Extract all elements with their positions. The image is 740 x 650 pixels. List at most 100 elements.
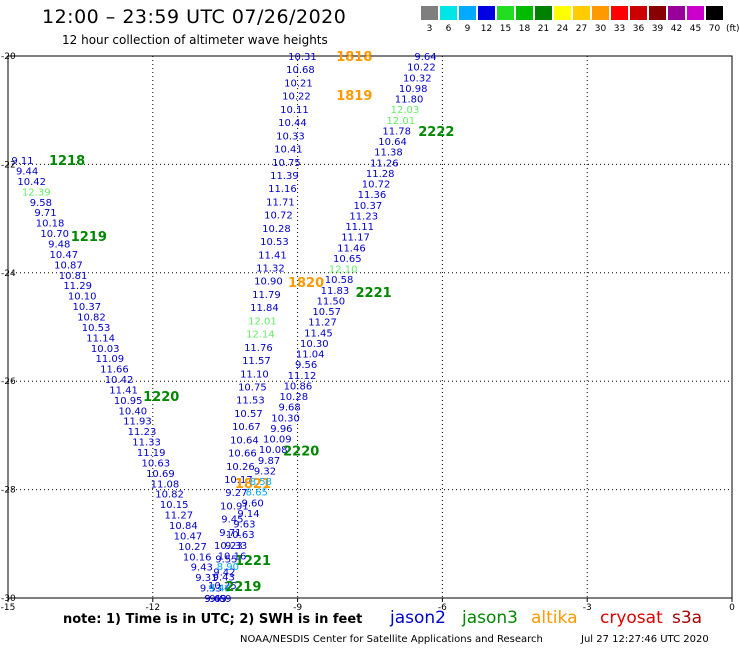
pass-time-label: 2222 — [418, 125, 454, 140]
wave-height-point: 11.26 — [370, 158, 399, 169]
chart-subtitle: 12 hour collection of altimeter wave hei… — [62, 33, 328, 47]
wave-height-point: 11.27 — [308, 318, 337, 329]
wave-height-point: 11.39 — [270, 171, 299, 182]
wave-height-point: 10.15 — [160, 500, 189, 511]
wave-height-point: 10.82 — [155, 490, 184, 501]
wave-height-point: 10.84 — [169, 521, 198, 532]
plot-frame — [7, 55, 733, 599]
pass-time-label: 2221 — [356, 286, 392, 301]
wave-height-point: 9.71 — [219, 528, 241, 539]
chart-title: 12:00 – 23:59 UTC 07/26/2020 — [42, 6, 347, 28]
wave-height-point: 10.31 — [288, 52, 317, 63]
wave-height-point: 10.44 — [278, 118, 307, 129]
wave-height-point: 11.10 — [240, 369, 269, 380]
wave-height-point: 10.91 — [220, 501, 249, 512]
wave-height-point: 10.21 — [284, 78, 313, 89]
wave-height-point: 8.65 — [246, 488, 268, 499]
y-tick-label: -30 — [1, 594, 16, 604]
wave-height-point: 10.32 — [403, 73, 432, 84]
wave-height-point: 10.16 — [218, 551, 247, 562]
wave-height-point: 10.86 — [284, 381, 313, 392]
wave-height-point: 11.32 — [256, 264, 285, 275]
legend-swatch — [497, 6, 514, 20]
wave-height-point: 11.14 — [86, 333, 115, 344]
wave-height-point: 11.71 — [266, 197, 295, 208]
wave-height-point: 10.08 — [259, 445, 288, 456]
wave-height-point: 11.23 — [128, 427, 157, 438]
legend-swatch — [668, 6, 685, 20]
wave-height-point: 11.29 — [63, 281, 92, 292]
y-tick-label: -28 — [1, 486, 16, 496]
pass-time-label: 1818 — [336, 50, 372, 65]
legend-label: 3 — [426, 24, 433, 34]
wave-height-point: 9.64 — [414, 52, 436, 63]
legend-label: 12 — [480, 24, 493, 34]
wave-height-point: 9.32 — [254, 466, 276, 477]
legend-swatch — [516, 6, 533, 20]
legend-label: 21 — [537, 24, 550, 34]
pass-time-label: 2220 — [283, 445, 319, 460]
wave-height-point: 9.43 — [191, 563, 213, 574]
wave-height-point: 10.72 — [362, 180, 391, 191]
legend-label: 42 — [670, 24, 683, 34]
wave-height-point: 9.14 — [237, 509, 259, 520]
wave-height-point: 10.18 — [36, 219, 65, 230]
wave-height-point: 11.33 — [132, 438, 161, 449]
wave-height-point: 10.40 — [118, 406, 147, 417]
wave-height-point: 10.41 — [274, 145, 303, 156]
wave-height-point: 11.45 — [304, 328, 333, 339]
legend-swatch — [440, 6, 457, 20]
wave-height-point: 9.60 — [241, 498, 263, 509]
wave-height-point: 10.03 — [91, 344, 120, 355]
wave-height-point: 11.80 — [395, 95, 424, 106]
wave-height-point: 9.69 — [209, 594, 231, 605]
wave-height-point: 11.11 — [345, 222, 374, 233]
wave-height-point: 10.67 — [232, 422, 261, 433]
wave-height-point: 8.58 — [250, 477, 272, 488]
legend-swatch — [421, 6, 438, 20]
wave-height-point: 11.19 — [137, 448, 166, 459]
wave-height-point: 10.69 — [146, 469, 175, 480]
wave-height-point: 10.37 — [73, 302, 102, 313]
wave-height-point: 10.26 — [226, 462, 255, 473]
wave-height-point: 11.84 — [250, 303, 279, 314]
legend-label: 33 — [613, 24, 626, 34]
wave-height-point: 10.42 — [17, 177, 46, 188]
legend-swatch — [592, 6, 609, 20]
legend-label: 9 — [464, 24, 471, 34]
x-tick-label: -12 — [145, 603, 160, 613]
wave-height-point: 12.14 — [246, 330, 275, 341]
wave-height-point: 10.22 — [282, 92, 311, 103]
wave-height-point: 11.76 — [244, 343, 273, 354]
wave-height-point: 9.48 — [209, 583, 231, 594]
wave-height-point: 10.22 — [407, 63, 436, 74]
wave-height-point: 12.01 — [386, 116, 415, 127]
x-tick-label: -6 — [438, 603, 447, 613]
wave-height-point: 11.09 — [95, 354, 124, 365]
wave-height-point: 11.23 — [349, 211, 378, 222]
x-tick-label: -15 — [1, 603, 16, 613]
legend-label: 18 — [518, 24, 531, 34]
wave-height-point: 10.57 — [234, 409, 263, 420]
legend-label: 70 — [708, 24, 721, 34]
wave-height-point: 10.09 — [263, 435, 292, 446]
wave-height-point: 10.87 — [54, 260, 83, 271]
wave-height-point: 10.30 — [271, 413, 300, 424]
legend-label: 30 — [594, 24, 607, 34]
wave-height-point: 10.25 — [208, 581, 237, 592]
wave-height-point: 10.90 — [254, 277, 283, 288]
wave-height-point: 9.71 — [34, 208, 56, 219]
wave-height-point: 11.38 — [374, 148, 403, 159]
wave-height-point: 10.64 — [378, 137, 407, 148]
wave-height-point: 11.08 — [151, 479, 180, 490]
wave-height-point: 10.64 — [230, 435, 259, 446]
wave-height-point: 12.03 — [391, 105, 420, 116]
legend-label: 15 — [499, 24, 512, 34]
wave-height-point: 10.27 — [178, 542, 207, 553]
satellite-jason2: jason2 — [390, 608, 446, 628]
wave-height-point: 11.36 — [358, 190, 387, 201]
legend-label: 45 — [689, 24, 702, 34]
wave-height-point: 10.63 — [141, 458, 170, 469]
pass-time-label: 1218 — [49, 154, 85, 169]
